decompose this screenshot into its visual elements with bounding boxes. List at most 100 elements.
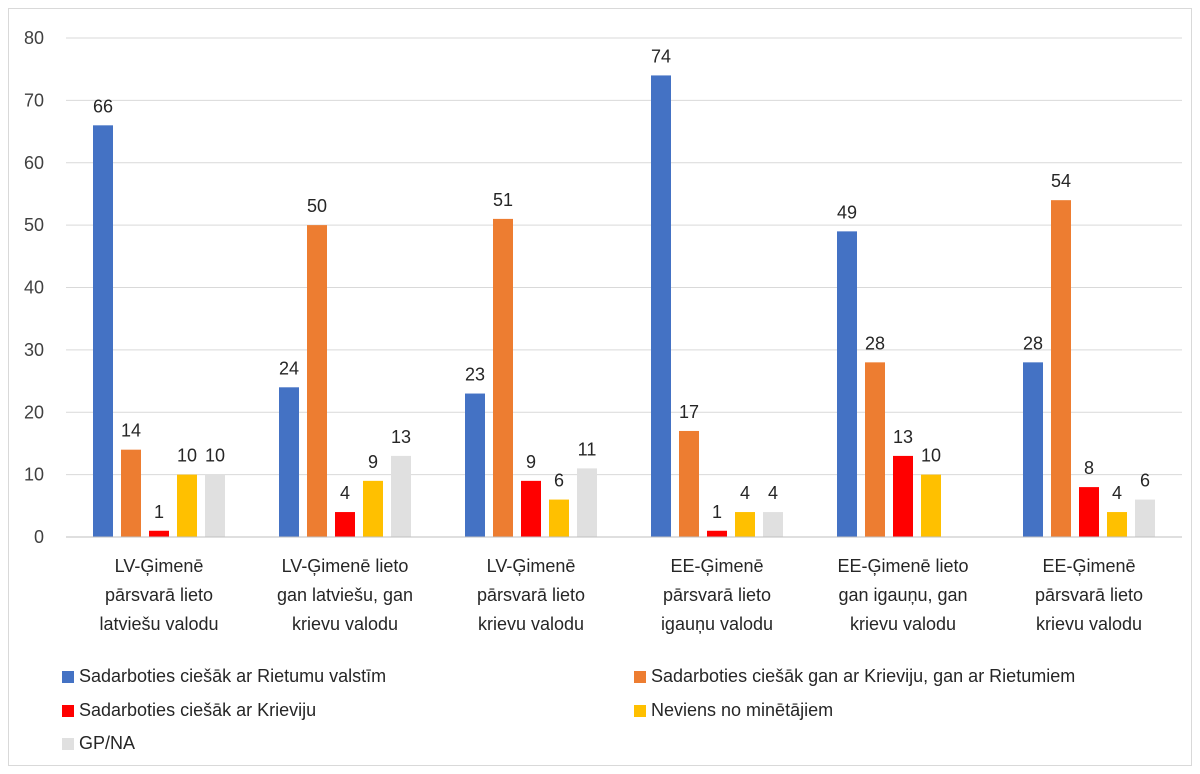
bar [1079,487,1099,537]
y-tick-label: 60 [24,153,44,173]
bar [391,455,411,537]
bar [763,512,783,537]
category-labels: LV-Ģimenē pārsvarā lieto latviešu valodu LV… [99,556,1143,634]
category-label: LV-Ģimenē [487,556,576,576]
y-tick-label: 40 [24,278,44,298]
data-label: 14 [121,421,141,441]
y-tick-label: 80 [24,28,44,48]
bar [205,474,225,537]
data-label: 51 [493,190,513,210]
y-tick-label: 0 [34,527,44,547]
y-tick-label: 30 [24,340,44,360]
data-label: 23 [465,365,485,385]
bar [837,231,857,538]
bar [893,455,913,537]
bar [307,225,327,537]
bar [1051,200,1071,538]
category-label: pārsvarā lieto [1035,585,1143,605]
legend-label: Sadarboties ciešāk gan ar Krieviju, gan … [651,666,1075,686]
bar [865,362,885,537]
category-label: krievu valodu [478,614,584,634]
legend-label: GP/NA [79,733,135,753]
category-label: LV-Ģimenē lieto [282,556,409,576]
data-label: 10 [205,446,225,466]
data-label: 11 [578,439,597,459]
data-label: 28 [865,333,885,353]
bar [707,530,727,537]
bar [1135,499,1155,537]
bar [465,393,485,537]
y-tick-label: 20 [24,402,44,422]
category-label: pārsvarā lieto [663,585,771,605]
legend-label: Sadarboties ciešāk ar Krieviju [79,700,316,720]
data-label: 28 [1023,333,1043,353]
y-tick-label: 50 [24,215,44,235]
data-label: 9 [526,452,536,472]
category-label: EE-Ģimenē [1042,556,1135,576]
legend-label: Sadarboties ciešāk ar Rietumu valstīm [79,666,386,686]
category-label: krievu valodu [1036,614,1142,634]
category-label: gan latviešu, gan [277,585,413,605]
bar [279,387,299,537]
legend-swatch [62,705,74,717]
gridlines [66,37,1182,476]
legend: Sadarboties ciešāk ar Rietumu valstīm Sad… [62,666,1075,753]
bar [149,530,169,537]
data-label: 1 [712,502,722,522]
legend-swatch [62,671,74,683]
category-label: gan igauņu, gan [838,585,967,605]
data-label: 74 [651,46,671,66]
data-label: 6 [554,471,564,491]
data-label: 49 [837,202,857,222]
data-label: 10 [177,446,197,466]
data-label: 24 [279,358,299,378]
data-label: 9 [368,452,378,472]
y-tick-label: 10 [24,465,44,485]
data-label: 6 [1140,471,1150,491]
category-label: igauņu valodu [661,614,773,634]
category-label: krievu valodu [292,614,398,634]
bar [549,499,569,537]
bar [177,474,197,537]
data-label: 4 [340,483,350,503]
bar [121,449,141,537]
legend-swatch [634,671,646,683]
data-label: 4 [768,483,778,503]
category-label: krievu valodu [850,614,956,634]
legend-swatch [634,705,646,717]
y-axis-tick-labels: 0 10 20 30 40 50 60 70 80 [24,28,44,547]
bar [651,75,671,538]
y-tick-label: 70 [24,90,44,110]
bars [93,75,1155,538]
data-label: 17 [679,402,699,422]
category-label: EE-Ģimenē [670,556,763,576]
data-label: 50 [307,196,327,216]
legend-swatch [62,738,74,750]
category-label: latviešu valodu [99,614,218,634]
category-label: pārsvarā lieto [105,585,213,605]
category-label: EE-Ģimenē lieto [837,556,968,576]
bar [521,480,541,537]
data-label: 66 [93,96,113,116]
bar [679,430,699,537]
bar [493,218,513,537]
data-label: 4 [740,483,750,503]
bar [363,480,383,537]
data-label: 4 [1112,483,1122,503]
bar [921,474,941,537]
data-label: 13 [391,427,411,447]
category-label: LV-Ģimenē [115,556,204,576]
chart-frame [8,8,1192,766]
data-label: 10 [921,446,941,466]
bar [1107,512,1127,537]
bar [1023,362,1043,537]
data-label: 1 [154,502,164,522]
bar [735,512,755,537]
category-label: pārsvarā lieto [477,585,585,605]
bar [577,468,597,537]
data-label: 13 [893,427,913,447]
data-label: 8 [1084,458,1094,478]
legend-label: Neviens no minētājiem [651,700,833,720]
